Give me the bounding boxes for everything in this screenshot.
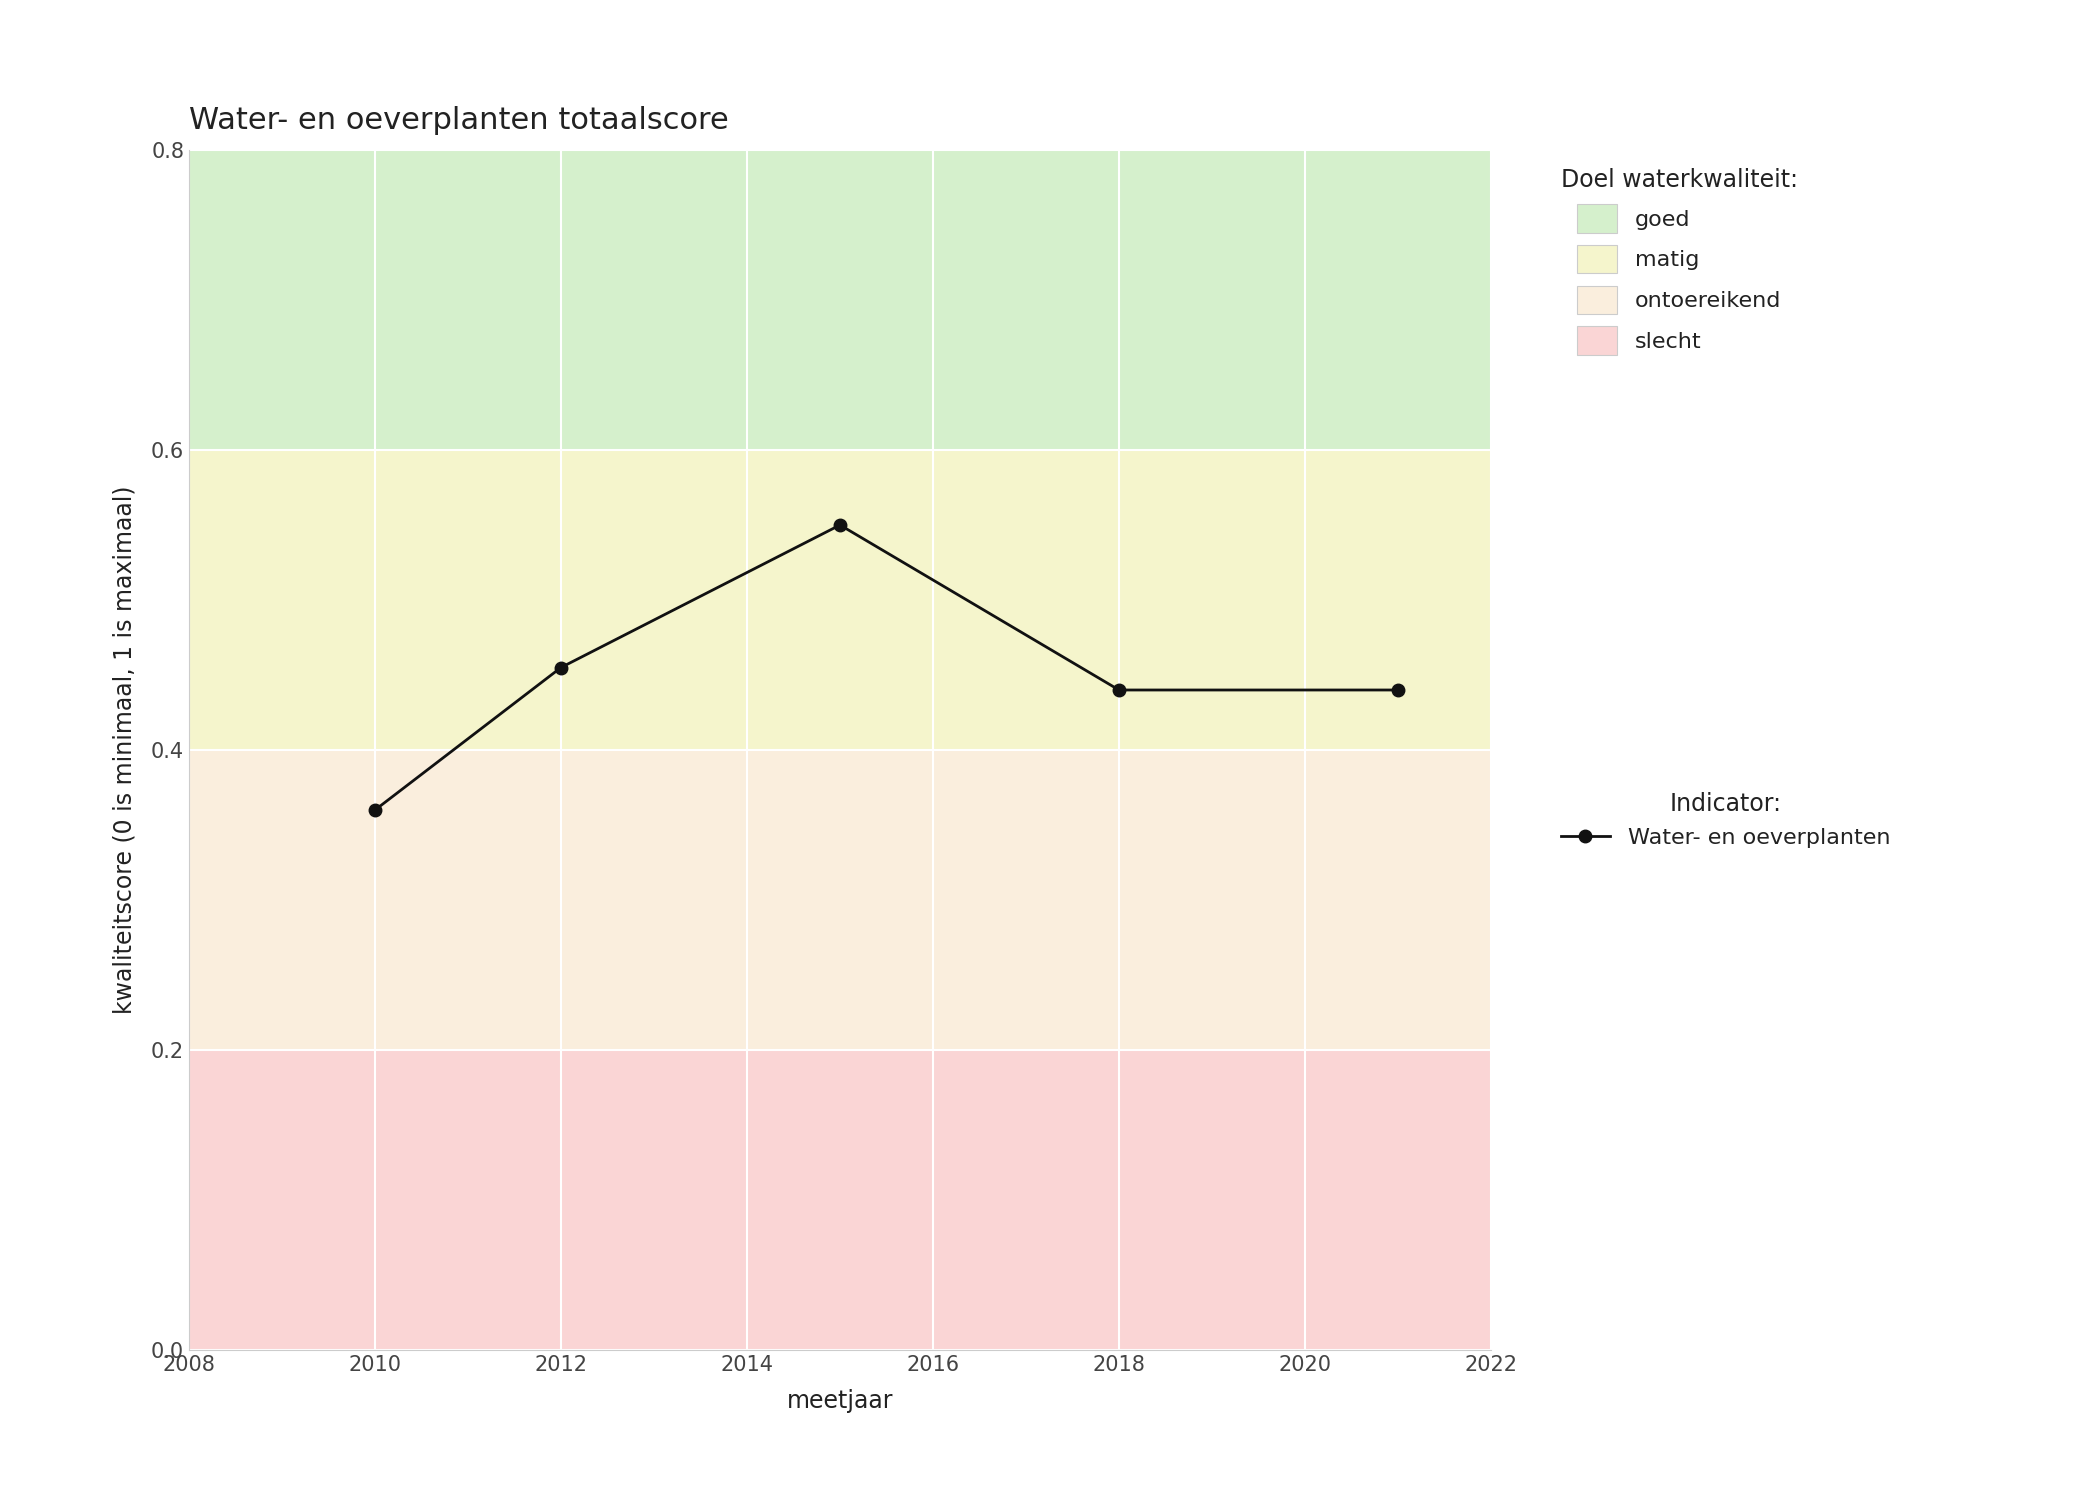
- Legend: Water- en oeverplanten: Water- en oeverplanten: [1554, 784, 1896, 855]
- X-axis label: meetjaar: meetjaar: [788, 1389, 892, 1413]
- Text: Water- en oeverplanten totaalscore: Water- en oeverplanten totaalscore: [189, 106, 729, 135]
- Y-axis label: kwaliteitscore (0 is minimaal, 1 is maximaal): kwaliteitscore (0 is minimaal, 1 is maxi…: [113, 486, 136, 1014]
- Bar: [189, 1050, 1491, 1350]
- Bar: [189, 150, 1491, 450]
- Bar: [189, 750, 1491, 1050]
- Bar: [189, 450, 1491, 750]
